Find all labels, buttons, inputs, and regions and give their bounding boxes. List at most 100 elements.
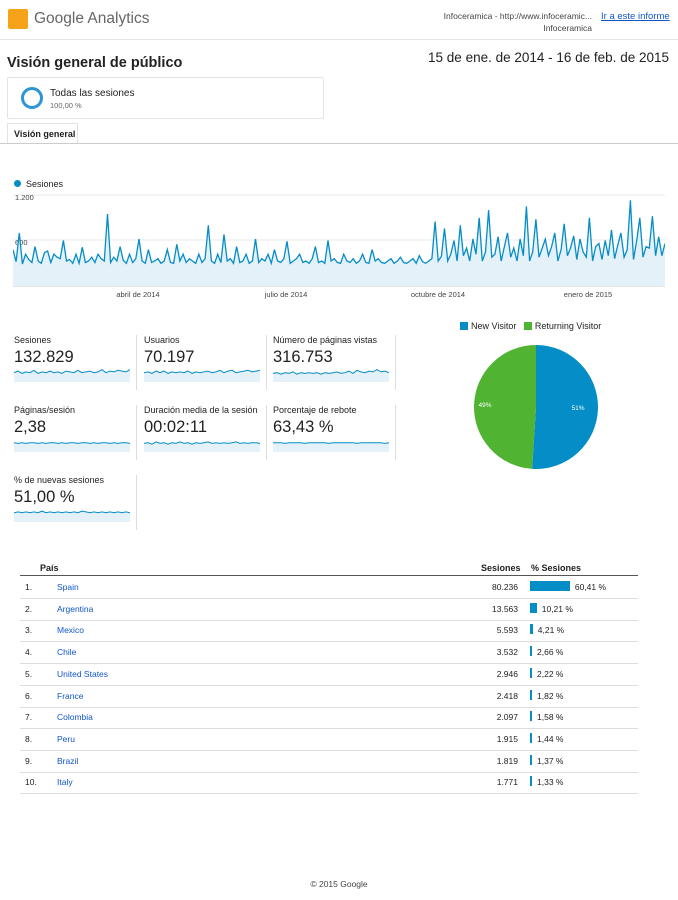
- table-row: 3. Mexico 5.593 4,21 %: [20, 619, 638, 643]
- row-rank: 1.: [25, 582, 33, 592]
- row-share-bar: [530, 646, 532, 657]
- row-country-link[interactable]: United States: [57, 668, 109, 679]
- open-report-link[interactable]: Ir a este informe: [601, 11, 670, 22]
- product-logo-text: Google Analytics: [34, 10, 150, 27]
- metric-sparkline: [144, 369, 260, 382]
- row-country-link[interactable]: Brazil: [57, 755, 79, 766]
- legend-sessions-label: Sesiones: [26, 179, 64, 189]
- metric-avg-session-duration[interactable]: Duración media de la sesión 00:02:11: [144, 405, 266, 465]
- table-row: 10. Italy 1.771 1,33 %: [20, 771, 638, 795]
- row-share-bar: [530, 732, 532, 743]
- table-row: 7. Colombia 2.097 1,58 %: [20, 706, 638, 730]
- row-country-link[interactable]: Colombia: [57, 712, 93, 723]
- visitor-type-pie-chart: 51% 49%: [474, 345, 599, 469]
- sparkline-line: [14, 368, 130, 374]
- metric-divider: [266, 405, 267, 460]
- metric-value: 70.197: [144, 348, 195, 366]
- metric-new-sessions[interactable]: % de nuevas sesiones 51,00 %: [14, 475, 136, 535]
- metric-label: Usuarios: [144, 335, 180, 345]
- x-tick-label: julio de 2014: [264, 290, 308, 299]
- metric-divider: [395, 405, 396, 460]
- metric-users[interactable]: Usuarios 70.197: [144, 335, 266, 395]
- row-pct: 1,37 %: [537, 755, 564, 766]
- x-tick-label: enero de 2015: [564, 290, 612, 299]
- row-pct: 4,21 %: [537, 625, 565, 636]
- row-country-link[interactable]: Mexico: [57, 625, 84, 636]
- row-share-bar: [530, 754, 532, 765]
- account-info: Infoceramica - http://www.infoceramic...…: [444, 10, 592, 34]
- pie-label-new-visitor: 51%: [571, 405, 584, 412]
- metric-bounce-rate[interactable]: Porcentaje de rebote 63,43 %: [273, 405, 395, 465]
- row-share-bar: [530, 624, 533, 635]
- metric-divider: [136, 475, 137, 530]
- tab-overview-label: Visión general: [14, 129, 76, 139]
- row-rank: 8.: [25, 733, 33, 744]
- pie-legend: New Visitor Returning Visitor: [460, 321, 601, 331]
- metric-value: 2,38: [14, 418, 47, 436]
- row-rank: 9.: [25, 755, 33, 766]
- row-country-link[interactable]: Peru: [57, 733, 75, 744]
- table-header-country[interactable]: País: [40, 563, 59, 573]
- row-country-link[interactable]: Argentina: [57, 603, 94, 614]
- metric-label: Porcentaje de rebote: [273, 405, 357, 415]
- metric-sessions[interactable]: Sesiones 132.829: [14, 335, 136, 395]
- row-sessions: 2.418: [496, 690, 518, 701]
- metric-label: Duración media de la sesión: [144, 405, 258, 415]
- row-share-bar: [530, 689, 532, 700]
- account-property: Infoceramica - http://www.infoceramic...: [443, 11, 592, 21]
- legend-returning-visitor-swatch: [523, 322, 532, 330]
- table-row: 6. France 2.418 1,82 %: [20, 685, 638, 708]
- row-country-link[interactable]: Italy: [57, 777, 73, 788]
- row-rank: 7.: [25, 712, 33, 723]
- date-range[interactable]: 15 de ene. de 2014 - 16 de feb. de 2015: [428, 50, 669, 65]
- segment-card[interactable]: Todas las sesiones 100,00 %: [7, 77, 324, 119]
- pie-slice-returning-visitor: [474, 345, 536, 469]
- sparkline-line: [273, 442, 389, 444]
- row-pct: 10,21 %: [541, 603, 573, 614]
- metric-pages-per-session[interactable]: Páginas/sesión 2,38: [14, 405, 136, 465]
- metric-value: 00:02:11: [144, 418, 208, 436]
- row-country-link[interactable]: Chile: [57, 647, 77, 658]
- sparkline-area: [144, 441, 260, 452]
- legend-returning-visitor-label: Returning Visitor: [534, 321, 602, 331]
- row-country-link[interactable]: Spain: [57, 582, 79, 592]
- row-sessions: 1.915: [496, 733, 518, 744]
- row-sessions: 1.819: [496, 755, 518, 766]
- table-header-pct-sessions[interactable]: % Sesiones: [531, 563, 582, 573]
- metric-sparkline: [144, 441, 260, 452]
- sparkline-area: [144, 370, 260, 382]
- metric-divider: [136, 335, 137, 390]
- metric-divider: [266, 335, 267, 390]
- metric-label: Número de páginas vistas: [273, 335, 378, 345]
- sparkline-line: [144, 441, 260, 445]
- metric-value: 51,00 %: [14, 488, 75, 506]
- metric-sparkline: [14, 442, 130, 452]
- table-row: 5. United States 2.946 2,22 %: [20, 663, 638, 686]
- table-row: 8. Peru 1.915 1,44 %: [20, 728, 638, 751]
- row-rank: 5.: [25, 668, 33, 679]
- table-header-sessions[interactable]: Sesiones: [481, 563, 521, 573]
- metric-sparkline: [14, 368, 130, 382]
- pie-slice-new-visitor: [532, 345, 599, 469]
- metric-sparkline: [273, 442, 389, 452]
- row-pct: 1,82 %: [537, 690, 564, 701]
- row-rank: 2.: [25, 603, 33, 614]
- tab-overview[interactable]: Visión general: [7, 123, 78, 144]
- row-country-link[interactable]: France: [57, 690, 84, 701]
- sessions-line-chart: 1.200 600 abril de 2014 julio de 2014 oc…: [13, 193, 665, 299]
- pie-label-returning-visitor: 49%: [478, 402, 491, 409]
- metric-pageviews[interactable]: Número de páginas vistas 316.753: [273, 335, 395, 395]
- header-divider: [0, 39, 678, 40]
- x-tick-label: octubre de 2014: [411, 290, 465, 299]
- row-sessions: 2.946: [496, 668, 518, 679]
- table-header-divider: [20, 575, 638, 576]
- sparkline-area: [273, 442, 389, 452]
- row-pct: 1,44 %: [537, 733, 564, 744]
- row-rank: 3.: [25, 625, 33, 636]
- account-view: Infoceramica: [543, 23, 592, 33]
- sparkline-area: [14, 442, 130, 452]
- row-sessions: 13.563: [492, 603, 518, 614]
- segment-ring-icon: [21, 87, 43, 109]
- page-title: Visión general de público: [7, 55, 183, 71]
- sparkline-line: [273, 369, 389, 375]
